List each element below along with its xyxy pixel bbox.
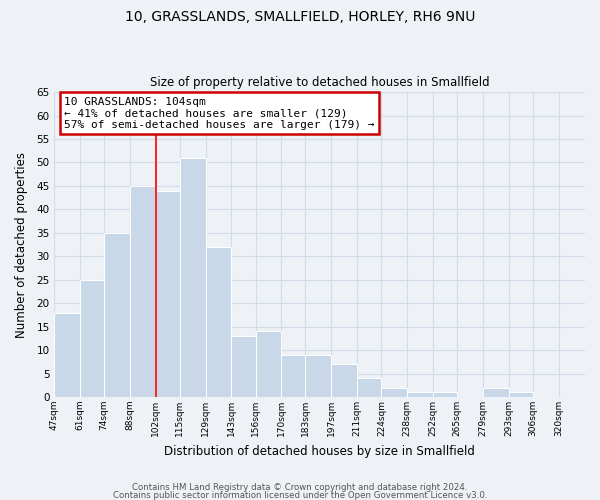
Bar: [54, 312, 80, 397]
Bar: [281, 355, 305, 397]
Bar: [256, 332, 281, 397]
Bar: [130, 186, 155, 397]
Bar: [104, 233, 130, 397]
Bar: [206, 247, 232, 397]
Bar: [509, 392, 533, 397]
Bar: [80, 280, 104, 397]
Bar: [483, 388, 509, 397]
Bar: [155, 190, 179, 397]
Bar: [305, 355, 331, 397]
Bar: [232, 336, 256, 397]
Text: 10 GRASSLANDS: 104sqm
← 41% of detached houses are smaller (129)
57% of semi-det: 10 GRASSLANDS: 104sqm ← 41% of detached …: [64, 96, 375, 130]
Text: 10, GRASSLANDS, SMALLFIELD, HORLEY, RH6 9NU: 10, GRASSLANDS, SMALLFIELD, HORLEY, RH6 …: [125, 10, 475, 24]
Bar: [331, 364, 358, 397]
Bar: [433, 392, 457, 397]
X-axis label: Distribution of detached houses by size in Smallfield: Distribution of detached houses by size …: [164, 444, 475, 458]
Title: Size of property relative to detached houses in Smallfield: Size of property relative to detached ho…: [149, 76, 489, 90]
Y-axis label: Number of detached properties: Number of detached properties: [15, 152, 28, 338]
Bar: [358, 378, 382, 397]
Text: Contains public sector information licensed under the Open Government Licence v3: Contains public sector information licen…: [113, 490, 487, 500]
Text: Contains HM Land Registry data © Crown copyright and database right 2024.: Contains HM Land Registry data © Crown c…: [132, 484, 468, 492]
Bar: [382, 388, 407, 397]
Bar: [179, 158, 206, 397]
Bar: [407, 392, 433, 397]
